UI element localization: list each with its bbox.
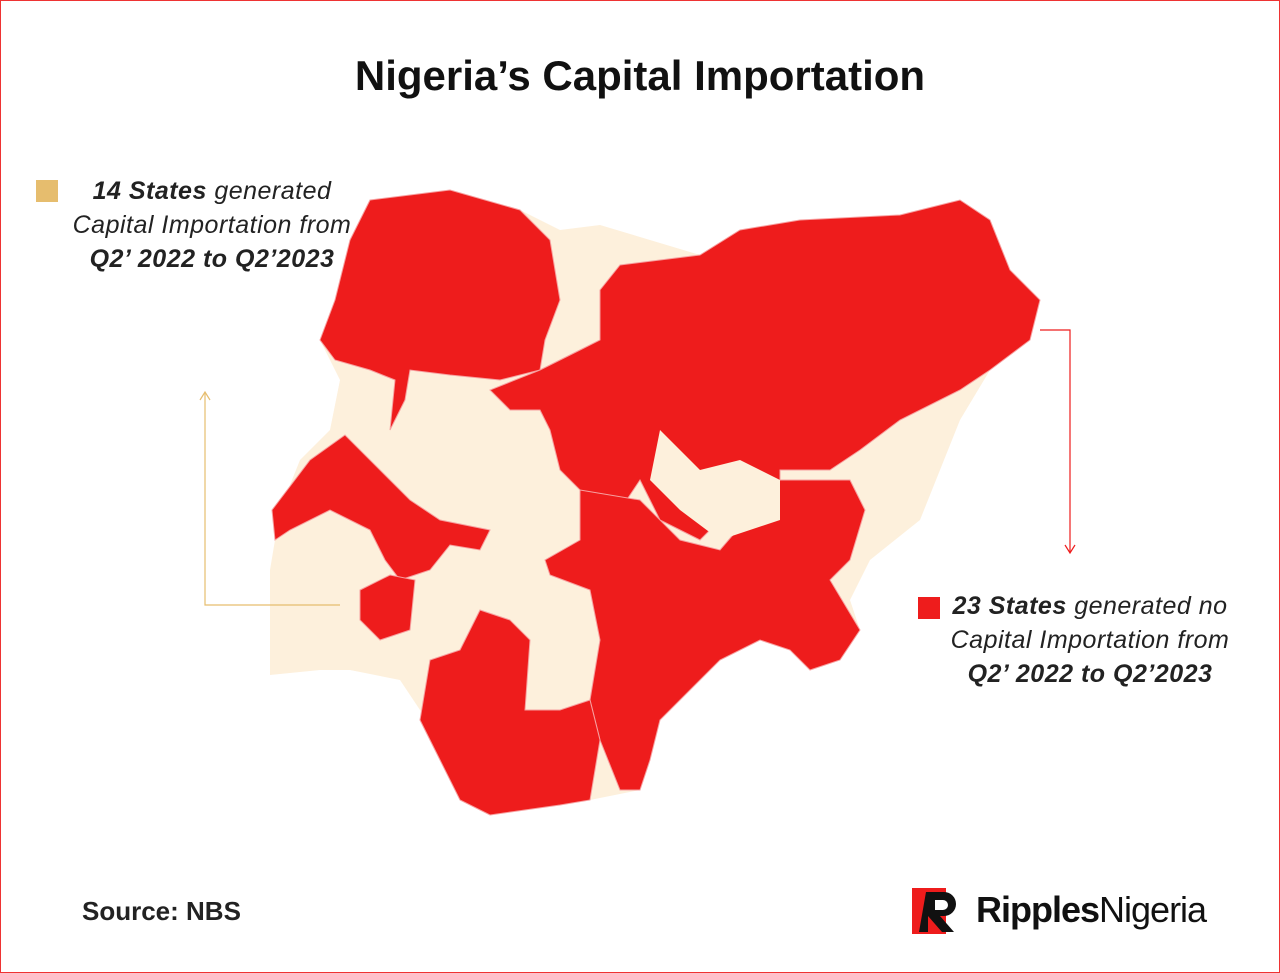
- red-states: [271, 189, 1041, 816]
- legend-count: 23 States: [952, 592, 1067, 620]
- connector-line: [1040, 329, 1071, 552]
- source: Source: NBS: [82, 896, 241, 926]
- state-region: [271, 434, 491, 581]
- logo: RipplesNigeria: [912, 884, 1207, 936]
- legend-desc: generated Capital Importation from: [72, 177, 352, 239]
- state-region: [419, 609, 601, 816]
- legend-swatch: [918, 597, 940, 619]
- logo-icon: [912, 888, 956, 934]
- legend-text: 14 States generated Capital Importation …: [62, 174, 362, 276]
- state-region: [544, 479, 866, 791]
- state-region: [359, 574, 416, 641]
- connector-line: [204, 392, 340, 606]
- legend-desc: generated no Capital Importation from: [950, 592, 1230, 654]
- logo-bold: Ripples: [976, 889, 1100, 930]
- legend-period: Q2’ 2022 to Q2’2023: [89, 245, 335, 273]
- legend-count: 14 States: [92, 177, 207, 205]
- logo-text: RipplesNigeria: [976, 889, 1207, 931]
- state-region: [650, 430, 780, 540]
- title: Nigeria’s Capital Importation: [354, 52, 926, 99]
- legend-swatch: [36, 180, 58, 202]
- state-region: [319, 189, 561, 431]
- connectors: [199, 329, 1076, 606]
- legend-period: Q2’ 2022 to Q2’2023: [967, 660, 1213, 688]
- legend-text: 23 States generated no Capital Importati…: [940, 589, 1240, 691]
- logo-light: Nigeria: [1099, 889, 1207, 930]
- connector-arrow: [199, 390, 211, 401]
- connector-arrow: [1064, 544, 1076, 555]
